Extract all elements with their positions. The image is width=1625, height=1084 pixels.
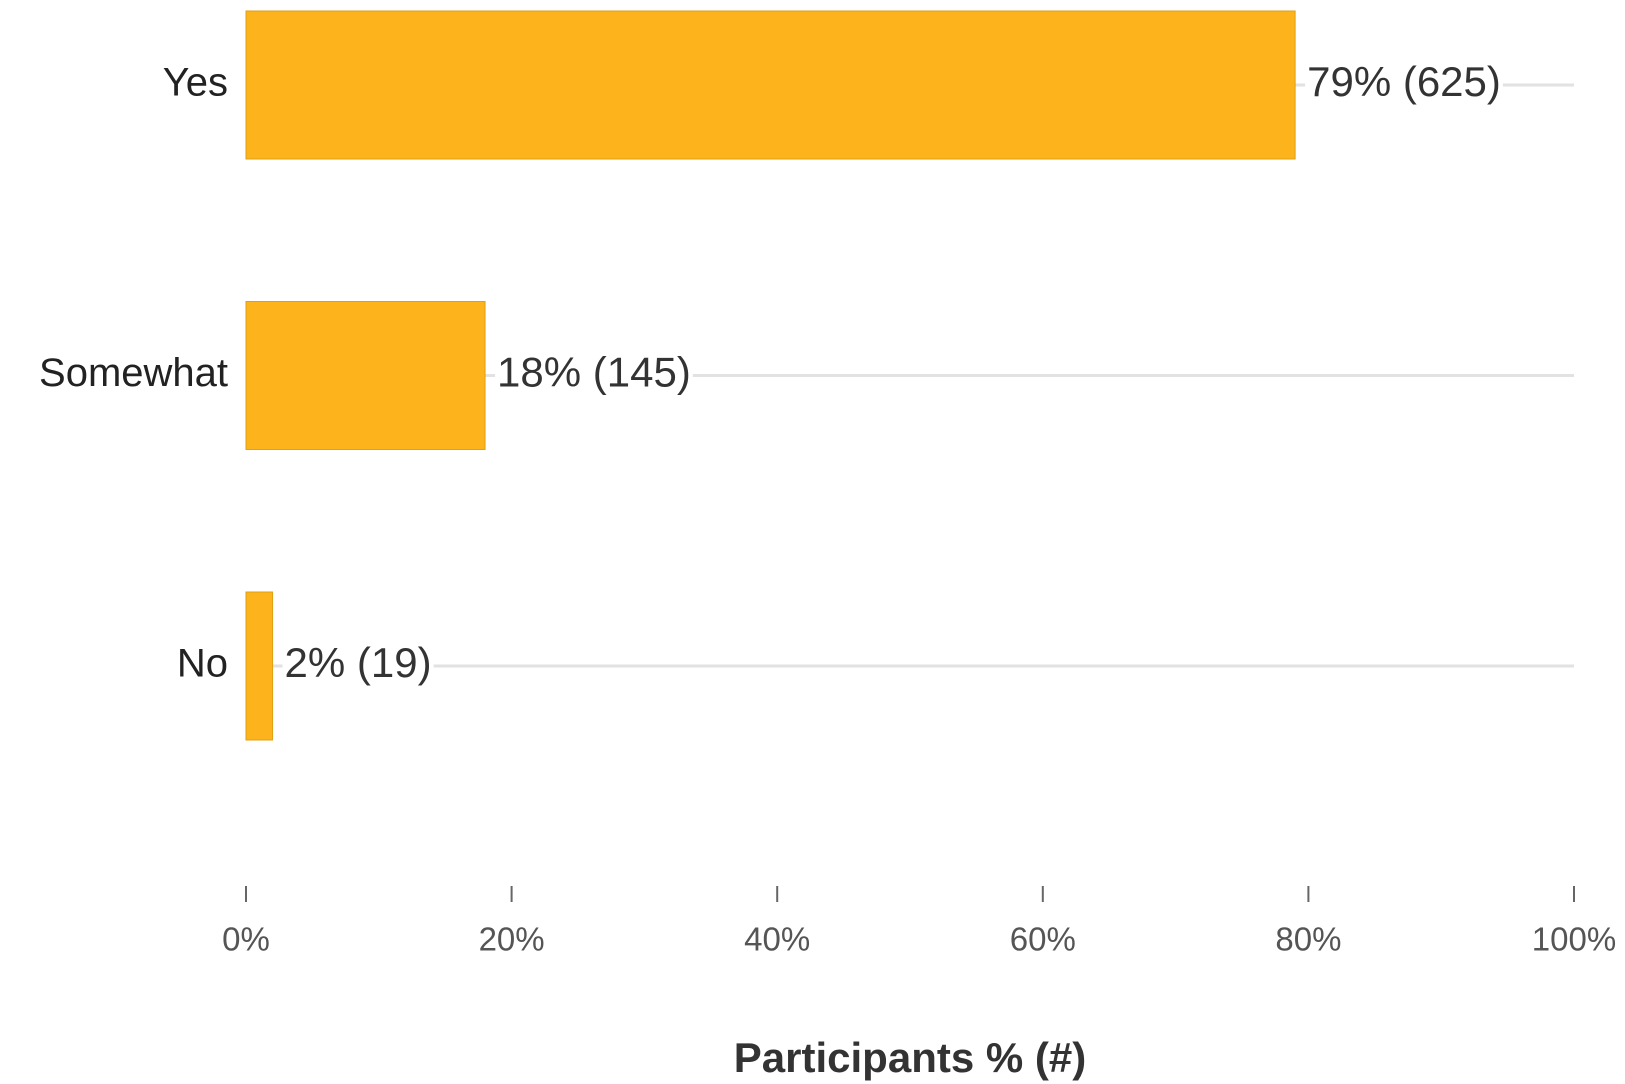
- value-label-bg: [282, 639, 434, 687]
- x-tick-label: 100%: [1532, 921, 1616, 958]
- value-label-bg: [495, 348, 693, 396]
- x-tick-label: 80%: [1275, 921, 1341, 958]
- bar: [245, 301, 486, 450]
- y-tick-label: Yes: [163, 61, 228, 105]
- x-axis-title: Participants % (#): [734, 1034, 1086, 1081]
- y-tick-label: Somewhat: [39, 351, 228, 395]
- value-label: 2% (19): [285, 639, 432, 686]
- x-tick-label: 40%: [744, 921, 810, 958]
- bar: [245, 10, 1296, 160]
- bar: [245, 591, 274, 741]
- value-label-bg: [1305, 58, 1503, 106]
- x-tick-label: 20%: [479, 921, 545, 958]
- x-tick-label: 0%: [222, 921, 270, 958]
- value-label: 79% (625): [1307, 58, 1501, 105]
- y-tick-label: No: [177, 642, 228, 686]
- value-label: 18% (145): [497, 349, 691, 396]
- x-tick-label: 60%: [1010, 921, 1076, 958]
